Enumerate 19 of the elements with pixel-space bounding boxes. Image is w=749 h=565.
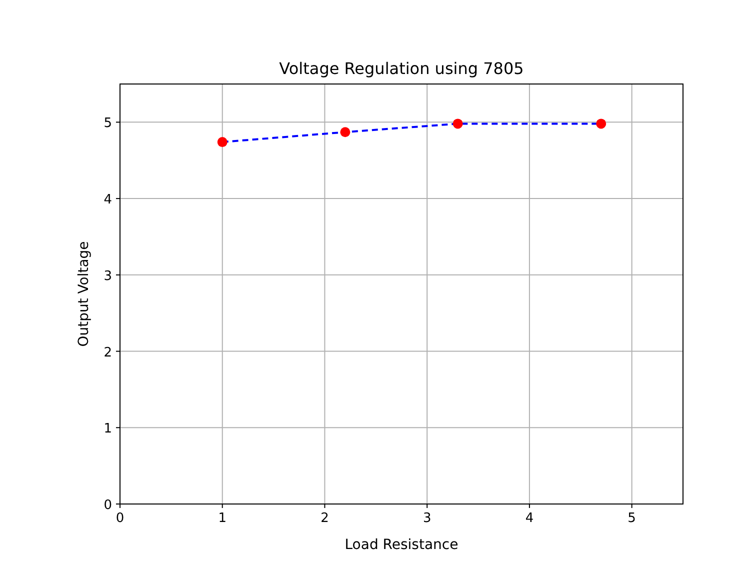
y-tick-label: 0 [104, 498, 112, 513]
chart-title: Voltage Regulation using 7805 [279, 59, 524, 78]
point [452, 118, 463, 129]
y-tick-label: 2 [104, 345, 112, 360]
y-tick-label: 1 [104, 422, 112, 437]
x-tick-label: 0 [116, 511, 124, 526]
point [217, 137, 228, 148]
x-tick-label: 2 [320, 511, 329, 526]
point [596, 118, 606, 129]
y-tick-label: 4 [104, 192, 112, 208]
y-axis-title: Output Voltage [76, 241, 92, 347]
point [340, 127, 350, 138]
x-axis-title: Load Resistance [344, 537, 458, 553]
x-tick-label: 4 [525, 511, 534, 526]
x-tick-label: 3 [422, 511, 432, 526]
x-tick-label: 5 [628, 511, 636, 526]
y-tick-label: 5 [104, 116, 112, 132]
x-tick-label: 1 [218, 511, 227, 526]
y-tick-label: 3 [104, 268, 112, 284]
